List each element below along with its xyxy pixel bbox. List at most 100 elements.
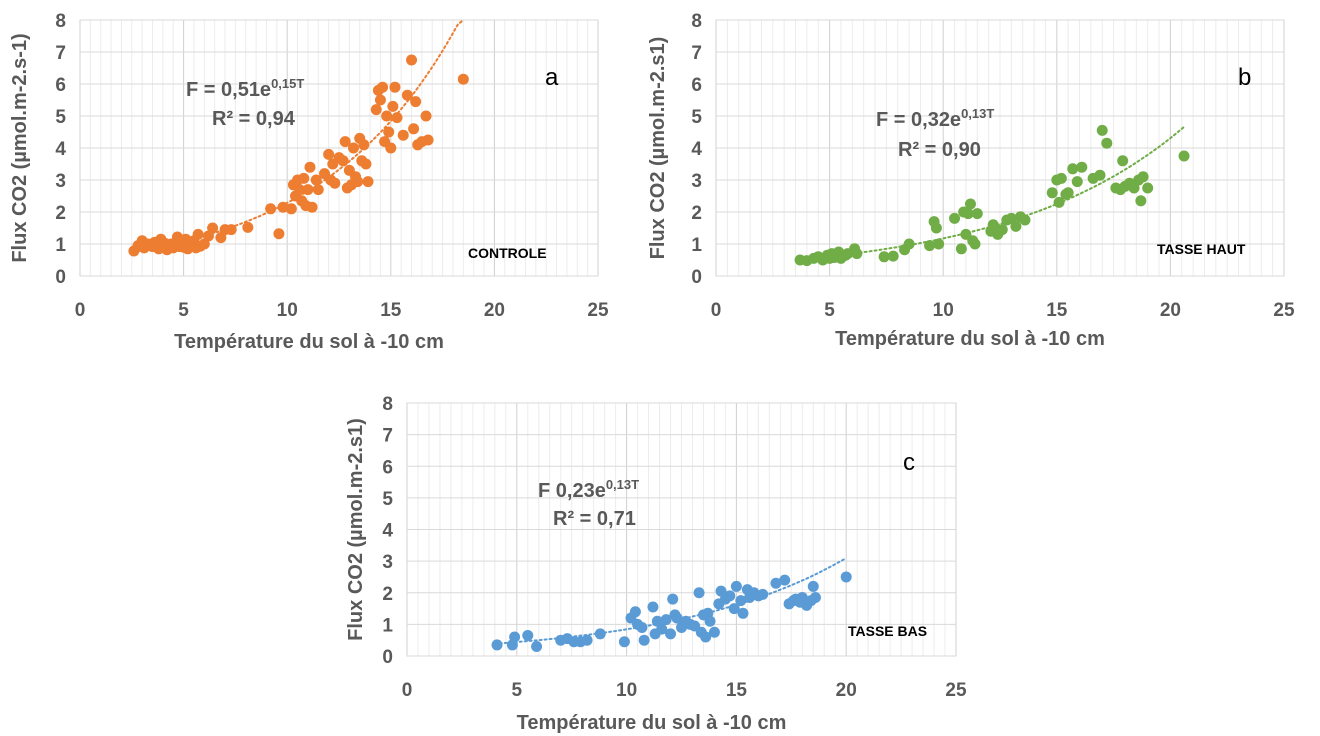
- data-point: [1094, 169, 1106, 181]
- data-point: [1128, 182, 1140, 194]
- x-tick-label: 5: [824, 300, 835, 321]
- data-point: [265, 203, 277, 215]
- x-tick-label: 20: [1160, 300, 1181, 321]
- x-tick-label: 15: [380, 300, 402, 321]
- data-point: [878, 251, 890, 263]
- data-point: [362, 176, 374, 188]
- x-tick-label: 15: [1046, 300, 1068, 321]
- data-point: [693, 587, 705, 599]
- data-point: [531, 641, 543, 653]
- y-axis-label: Flux CO2 (µmol.m-2.s1): [647, 37, 669, 260]
- data-point: [192, 228, 204, 240]
- data-point: [298, 172, 310, 184]
- data-point: [1101, 137, 1113, 149]
- data-point: [1067, 163, 1079, 175]
- x-tick-label: 0: [711, 300, 722, 321]
- data-point: [757, 588, 769, 600]
- data-point: [1010, 220, 1022, 232]
- treatment-tag: CONTROLE: [468, 245, 547, 261]
- panel-letter: a: [545, 64, 559, 91]
- data-point: [638, 634, 650, 646]
- data-point: [1046, 187, 1058, 199]
- data-point: [207, 222, 219, 234]
- data-point: [1137, 171, 1149, 183]
- data-point: [337, 155, 349, 167]
- y-tick-label: 4: [691, 139, 702, 160]
- data-point: [987, 219, 999, 231]
- y-tick-label: 5: [55, 107, 66, 128]
- panel-letter: b: [1238, 64, 1251, 91]
- equation-label: F = 0,32e0,13T: [876, 106, 994, 131]
- data-point: [933, 238, 945, 250]
- x-tick-label: 10: [277, 300, 298, 321]
- x-tick-label: 25: [1273, 300, 1295, 321]
- data-point: [1117, 155, 1129, 167]
- data-point: [1142, 182, 1154, 194]
- data-point: [285, 203, 297, 215]
- y-tick-label: 2: [55, 203, 66, 224]
- data-point: [955, 243, 967, 255]
- data-point: [306, 201, 318, 213]
- y-tick-label: 6: [382, 457, 393, 478]
- data-point: [887, 250, 899, 262]
- data-point: [377, 81, 389, 93]
- equation-exponent: 0,13T: [961, 106, 994, 121]
- chart-panel-b: 0 1 2 3 4 5 6 7 8 0 5 10 15 20 25 Température du sol à …: [647, 11, 1295, 350]
- data-point: [339, 136, 351, 148]
- data-point: [389, 81, 401, 93]
- x-tick-label: 0: [75, 300, 86, 321]
- panel-letter: c: [903, 449, 915, 476]
- data-point: [728, 603, 740, 615]
- data-point: [581, 634, 593, 646]
- data-point: [618, 636, 630, 648]
- data-point: [312, 184, 324, 196]
- y-tick-label: 0: [55, 267, 66, 288]
- x-tick-label: 5: [512, 680, 523, 701]
- data-point: [629, 606, 641, 618]
- y-tick-label: 1: [382, 615, 393, 636]
- y-tick-label: 8: [55, 11, 66, 32]
- y-tick-label: 3: [691, 171, 702, 192]
- data-point: [491, 639, 503, 651]
- y-tick-label: 7: [55, 43, 66, 64]
- data-point: [277, 201, 289, 213]
- data-point: [807, 580, 819, 592]
- equation-main: F = 0,51e: [186, 79, 271, 101]
- y-tick-label: 5: [382, 489, 393, 510]
- data-point: [329, 177, 341, 189]
- y-tick-label: 8: [691, 11, 702, 32]
- data-point: [809, 591, 821, 603]
- data-point: [410, 96, 422, 108]
- data-point: [964, 198, 976, 210]
- data-point: [700, 631, 712, 643]
- data-point: [708, 626, 720, 638]
- data-point: [1062, 187, 1074, 199]
- data-point: [352, 176, 364, 188]
- data-point: [1053, 196, 1065, 208]
- data-point: [903, 238, 915, 250]
- data-point: [1019, 214, 1031, 226]
- data-point: [770, 577, 782, 589]
- data-point: [302, 184, 314, 196]
- data-point: [294, 184, 306, 196]
- data-point: [374, 94, 386, 106]
- data-point: [851, 248, 863, 260]
- data-point: [422, 134, 434, 146]
- y-tick-label: 3: [55, 171, 66, 192]
- data-point: [636, 622, 648, 634]
- data-point: [323, 148, 335, 160]
- data-point: [665, 628, 677, 640]
- data-point: [457, 73, 469, 85]
- x-axis-label: Température du sol à -10 cm: [517, 712, 787, 734]
- data-point: [671, 612, 683, 624]
- equation-exponent: 0,13T: [606, 477, 639, 492]
- data-point: [962, 208, 974, 220]
- data-point: [387, 100, 399, 112]
- x-tick-label: 25: [945, 680, 967, 701]
- data-point: [370, 104, 382, 116]
- data-point: [971, 208, 983, 220]
- data-point: [969, 238, 981, 250]
- y-tick-label: 3: [382, 552, 393, 573]
- y-tick-label: 0: [691, 267, 702, 288]
